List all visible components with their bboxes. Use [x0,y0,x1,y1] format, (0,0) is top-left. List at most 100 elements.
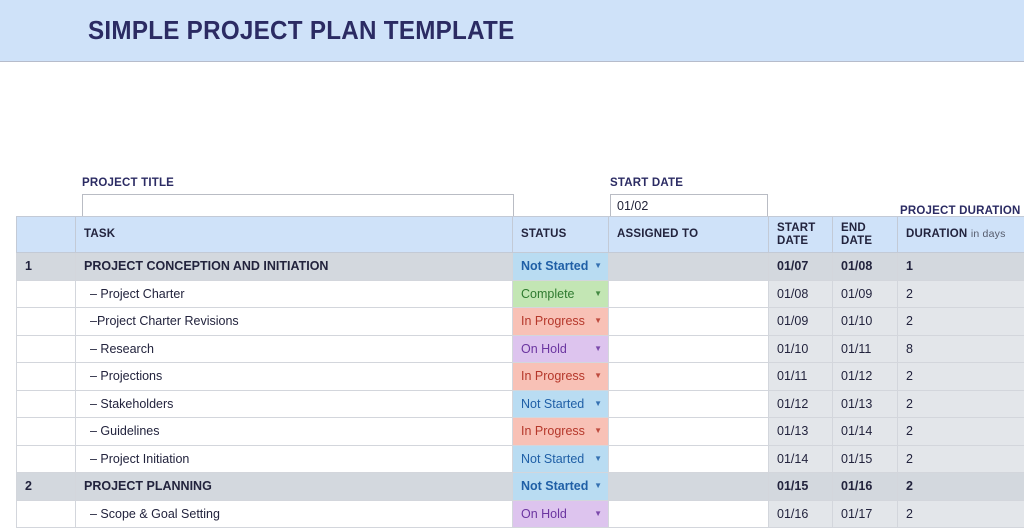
start-date-cell: 01/13 [769,418,833,446]
status-dropdown[interactable]: On Hold▼ [513,501,608,528]
table-header-row: TASK STATUS ASSIGNED TO START DATE END D… [17,217,1024,253]
end-date-cell: 01/17 [833,500,898,528]
status-dropdown-cell[interactable]: In Progress▼ [513,418,609,446]
duration-cell: 2 [898,418,1024,446]
duration-cell: 2 [898,308,1024,336]
status-label: Not Started [521,253,588,279]
col-header-assigned-to: ASSIGNED TO [609,217,769,253]
start-date-cell: 01/14 [769,445,833,473]
status-dropdown[interactable]: In Progress ▼ [513,363,608,390]
row-number-cell: 2 [17,473,76,501]
col-header-duration: DURATION in days [898,217,1024,253]
duration-cell: 2 [898,473,1024,501]
duration-main-label: DURATION [906,228,967,240]
status-label: In Progress [521,363,585,389]
task-name-cell: PROJECT PLANNING [76,473,513,501]
status-dropdown[interactable]: Not Started ▼ [513,473,608,500]
assigned-to-cell[interactable] [609,280,769,308]
task-name-cell: – Guidelines [76,418,513,446]
status-dropdown[interactable]: Complete ▼ [513,281,608,308]
status-dropdown-cell[interactable]: Not Started ▼ [513,473,609,501]
assigned-to-cell[interactable] [609,390,769,418]
assigned-to-cell[interactable] [609,445,769,473]
start-date-label: START DATE [610,176,768,190]
row-number-cell [17,308,76,336]
status-dropdown-cell[interactable]: In Progress ▼ [513,363,609,391]
status-dropdown-cell[interactable]: On Hold▼ [513,500,609,528]
chevron-down-icon[interactable]: ▼ [594,455,602,463]
assigned-to-cell[interactable] [609,253,769,281]
duration-cell: 2 [898,280,1024,308]
chevron-down-icon[interactable]: ▼ [594,427,602,435]
task-name-cell: PROJECT CONCEPTION AND INITIATION [76,253,513,281]
chevron-down-icon[interactable]: ▼ [594,290,602,298]
col-header-start-date: START DATE [769,217,833,253]
status-dropdown-cell[interactable]: Not Started ▼ [513,390,609,418]
chevron-down-icon[interactable]: ▼ [594,262,602,270]
row-number-cell [17,280,76,308]
start-date-cell: 01/11 [769,363,833,391]
project-title-label: PROJECT TITLE [82,176,514,190]
chevron-down-icon[interactable]: ▼ [594,400,602,408]
assigned-to-cell[interactable] [609,363,769,391]
status-dropdown-cell[interactable]: Not Started ▼ [513,253,609,281]
assigned-to-cell[interactable] [609,500,769,528]
assigned-to-cell[interactable] [609,335,769,363]
col-header-task: TASK [76,217,513,253]
task-name-cell: – Research [76,335,513,363]
start-date-cell: 01/08 [769,280,833,308]
end-date-cell: 01/15 [833,445,898,473]
status-dropdown[interactable]: Not Started ▼ [513,446,608,473]
start-date-cell: 01/15 [769,473,833,501]
row-number-cell [17,363,76,391]
status-label: Complete [521,281,575,307]
status-label: Not Started [521,473,588,499]
chevron-down-icon[interactable]: ▼ [594,372,602,380]
status-dropdown[interactable]: In Progress▼ [513,308,608,335]
duration-cell: 2 [898,445,1024,473]
status-label: On Hold [521,336,567,362]
project-plan-table-wrapper: TASK STATUS ASSIGNED TO START DATE END D… [16,216,1024,528]
status-dropdown[interactable]: Not Started ▼ [513,391,608,418]
chevron-down-icon[interactable]: ▼ [594,482,602,490]
end-date-cell: 01/11 [833,335,898,363]
row-number-cell [17,390,76,418]
status-dropdown-cell[interactable]: In Progress▼ [513,308,609,336]
page-banner: SIMPLE PROJECT PLAN TEMPLATE [0,0,1024,62]
duration-cell: 2 [898,500,1024,528]
end-date-cell: 01/16 [833,473,898,501]
status-dropdown-cell[interactable]: On Hold ▼ [513,335,609,363]
task-name-cell: – Project Charter [76,280,513,308]
status-dropdown[interactable]: Not Started ▼ [513,253,608,280]
chevron-down-icon[interactable]: ▼ [594,345,602,353]
row-number-cell: 1 [17,253,76,281]
assigned-to-cell[interactable] [609,418,769,446]
row-number-cell [17,418,76,446]
status-label: Not Started [521,391,584,417]
start-date-cell: 01/10 [769,335,833,363]
task-name-cell: – Scope & Goal Setting [76,500,513,528]
status-label: Not Started [521,446,584,472]
start-date-input[interactable]: 01/02 [610,194,768,217]
status-dropdown-cell[interactable]: Complete ▼ [513,280,609,308]
status-dropdown-cell[interactable]: Not Started ▼ [513,445,609,473]
assigned-to-cell[interactable] [609,473,769,501]
assigned-to-cell[interactable] [609,308,769,336]
chevron-down-icon[interactable]: ▼ [594,510,602,518]
status-dropdown[interactable]: In Progress▼ [513,418,608,445]
project-title-input[interactable] [82,194,514,217]
col-header-end-date: END DATE [833,217,898,253]
table-header: TASK STATUS ASSIGNED TO START DATE END D… [17,217,1024,253]
end-date-cell: 01/09 [833,280,898,308]
row-number-cell [17,445,76,473]
status-dropdown[interactable]: On Hold ▼ [513,336,608,363]
chevron-down-icon[interactable]: ▼ [594,317,602,325]
